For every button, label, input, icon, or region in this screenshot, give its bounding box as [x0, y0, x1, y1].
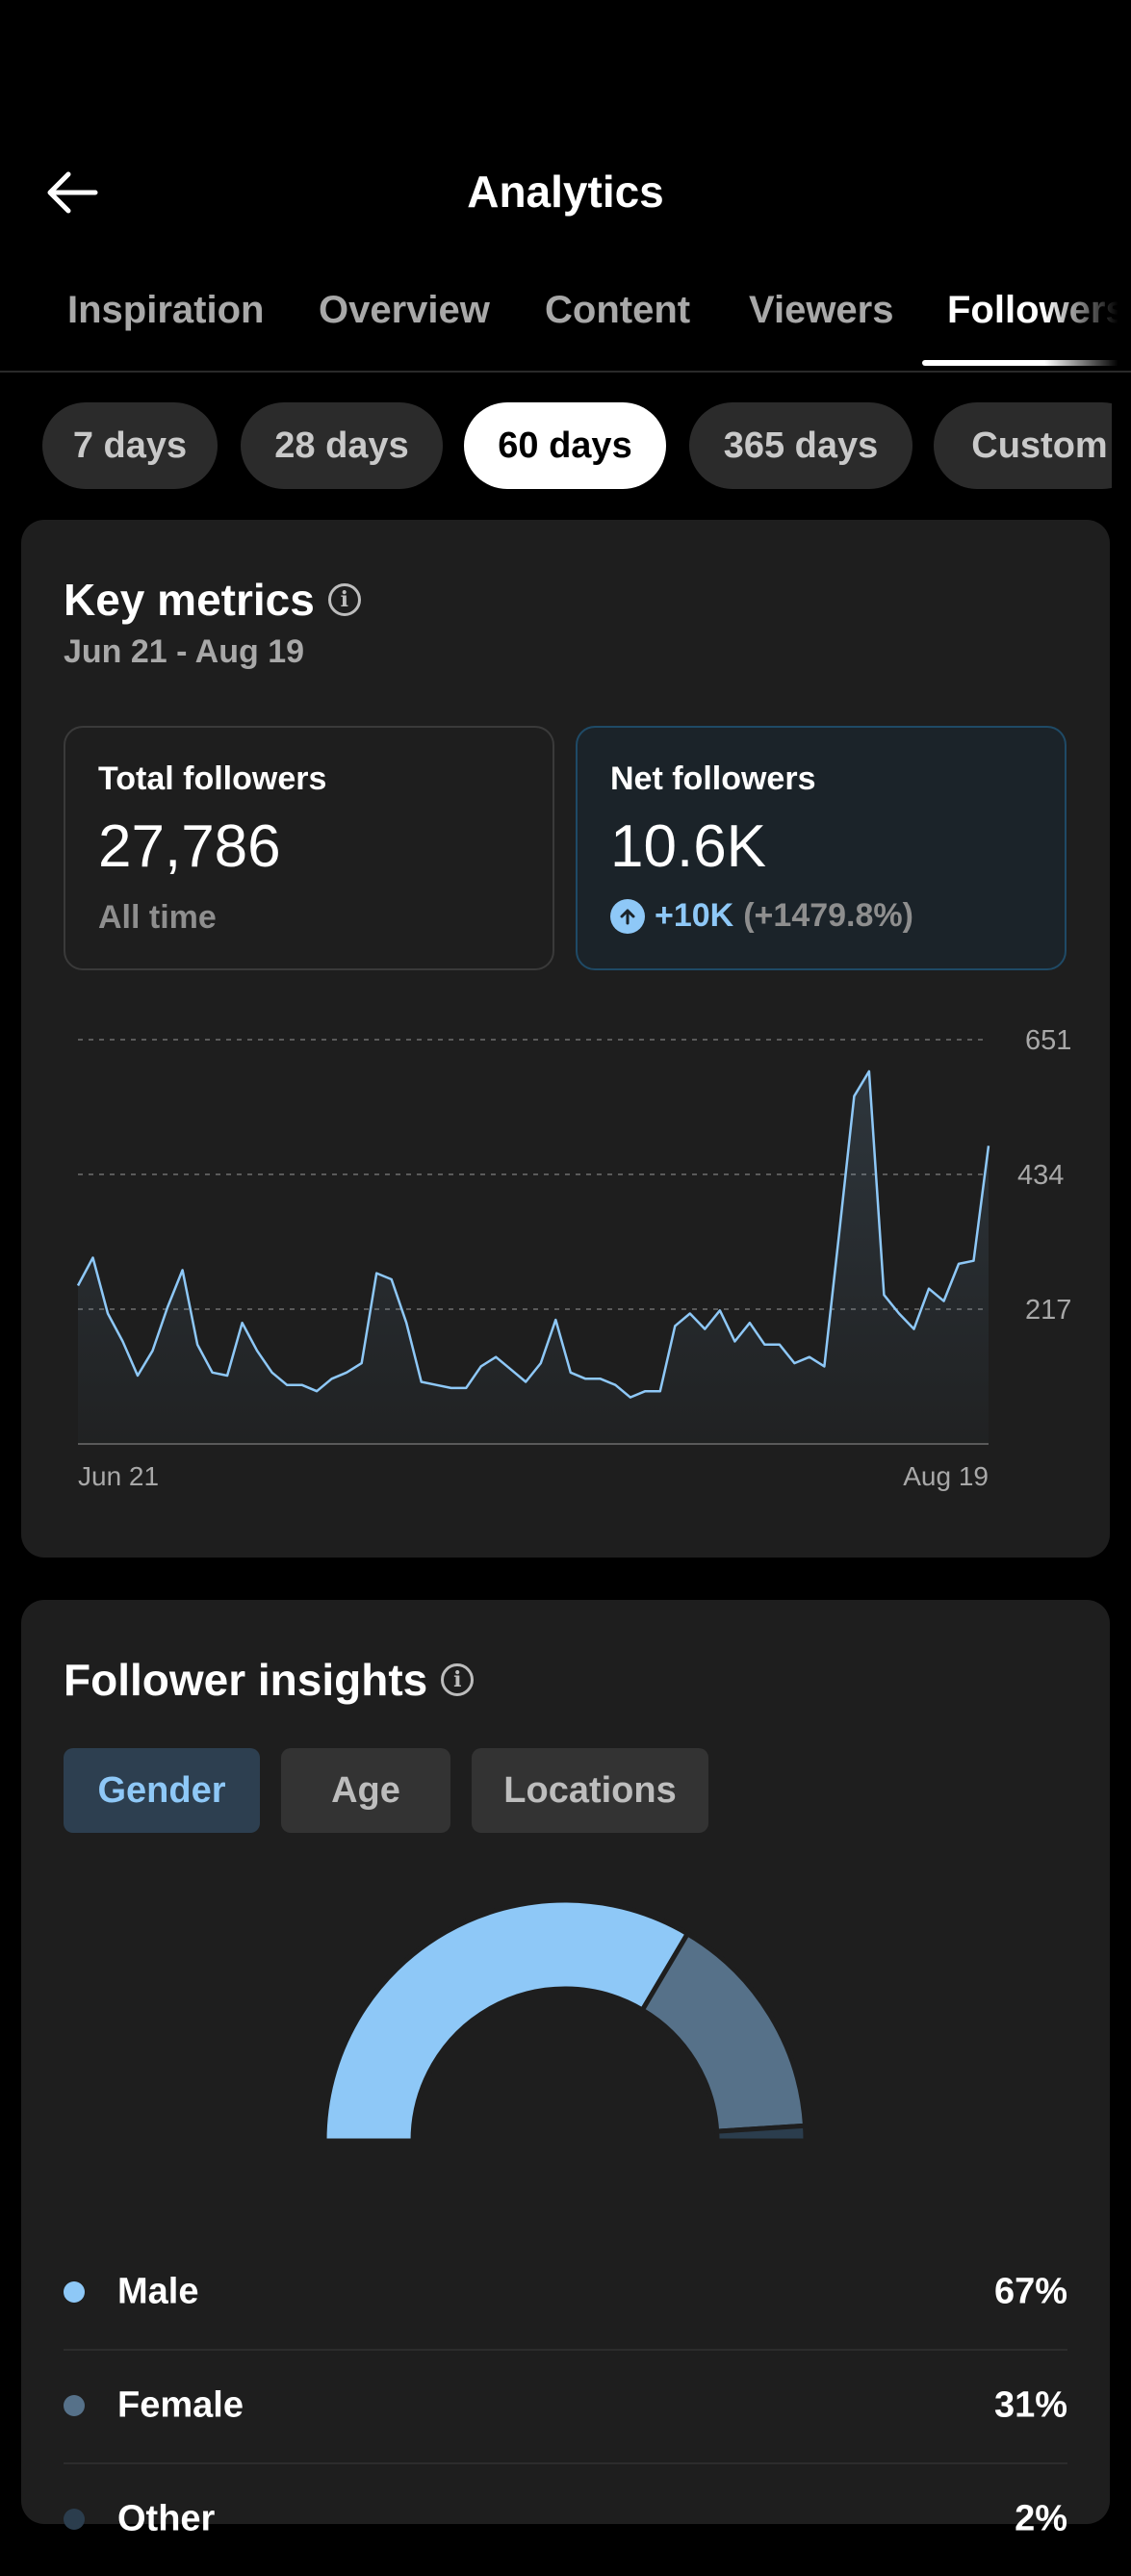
- y-tick-label-434: 434: [1017, 1160, 1064, 1191]
- back-button[interactable]: [39, 159, 106, 226]
- gender-donut-chart[interactable]: [310, 1889, 820, 2158]
- legend-dot-female: [64, 2395, 85, 2416]
- legend-row-male[interactable]: Male 67%: [64, 2235, 1067, 2351]
- arrow-up-circle-icon: [610, 898, 645, 934]
- net-followers-delta-percent: (+1479.8%): [743, 897, 913, 934]
- chart-area-fill: [78, 1070, 989, 1444]
- follower-insights-title: Follower insights i: [64, 1654, 475, 1706]
- analytics-tabs: Inspiration Overview Content Viewers Fol…: [0, 279, 1131, 373]
- tab-viewers[interactable]: Viewers: [749, 289, 894, 331]
- chip-28-days[interactable]: 28 days: [241, 402, 443, 489]
- key-metrics-heading: Key metrics: [64, 575, 315, 625]
- legend-dot-male: [64, 2281, 85, 2303]
- x-end-label: Aug 19: [903, 1461, 989, 1491]
- chip-365-days[interactable]: 365 days: [689, 402, 913, 489]
- net-followers-card[interactable]: Net followers 10.6K +10K (+1479.8%): [576, 726, 1067, 970]
- legend-label-male: Male: [117, 2271, 199, 2312]
- follower-insights-card: Follower insights i Gender Age Locations…: [21, 1600, 1110, 2539]
- donut-segment-other[interactable]: [714, 2123, 809, 2144]
- y-tick-label-217: 217: [1025, 1295, 1071, 1326]
- donut-segment-male[interactable]: [321, 1897, 691, 2144]
- legend-value-other: 2%: [1015, 2498, 1067, 2539]
- net-followers-delta-value: +10K: [655, 897, 734, 934]
- legend-value-male: 67%: [993, 2271, 1067, 2312]
- total-followers-card[interactable]: Total followers 27,786 All time: [64, 726, 554, 970]
- legend-dot-other: [64, 2509, 85, 2530]
- active-tab-indicator: [922, 360, 1131, 366]
- date-range-label: Jun 21 - Aug 19: [64, 633, 305, 670]
- x-start-label: Jun 21: [78, 1461, 159, 1491]
- page-title: Analytics: [467, 167, 664, 217]
- net-followers-value: 10.6K: [610, 813, 767, 880]
- chip-7-days[interactable]: 7 days: [42, 402, 218, 489]
- tab-locations[interactable]: Locations: [472, 1748, 708, 1833]
- followers-chart[interactable]: 217 434 651 Jun 21 Aug 19: [21, 1001, 1110, 1550]
- tab-overview[interactable]: Overview: [319, 289, 490, 331]
- date-range-chips: 7 days 28 days 60 days 365 days Custom: [0, 402, 1112, 489]
- total-followers-value: 27,786: [98, 813, 281, 880]
- legend-row-other[interactable]: Other 2%: [64, 2462, 1067, 2576]
- tab-age[interactable]: Age: [281, 1748, 450, 1833]
- y-tick-label-651: 651: [1025, 1025, 1071, 1056]
- legend-value-female: 31%: [993, 2384, 1067, 2426]
- legend-label-female: Female: [117, 2384, 244, 2426]
- total-followers-sub: All time: [98, 899, 217, 936]
- tab-inspiration[interactable]: Inspiration: [67, 289, 265, 331]
- tab-content[interactable]: Content: [545, 289, 691, 331]
- header: Analytics: [0, 0, 1131, 250]
- info-icon[interactable]: i: [327, 583, 361, 616]
- follower-insights-heading: Follower insights: [64, 1655, 428, 1705]
- legend-row-female[interactable]: Female 31%: [64, 2349, 1067, 2464]
- arrow-left-icon: [47, 171, 98, 214]
- total-followers-label: Total followers: [98, 760, 327, 797]
- key-metrics-title: Key metrics i: [64, 574, 361, 626]
- net-followers-label: Net followers: [610, 760, 816, 797]
- chip-60-days[interactable]: 60 days: [464, 402, 666, 489]
- tab-gender[interactable]: Gender: [64, 1748, 260, 1833]
- tabs-scroll-fade: [1044, 279, 1131, 371]
- chip-custom[interactable]: Custom: [934, 402, 1112, 489]
- legend-label-other: Other: [117, 2498, 216, 2539]
- chart-line: [76, 1069, 990, 1399]
- info-icon[interactable]: i: [441, 1663, 475, 1696]
- net-followers-delta: +10K (+1479.8%): [610, 897, 913, 935]
- key-metrics-card: Key metrics i Jun 21 - Aug 19 Total foll…: [21, 520, 1110, 1558]
- insights-tabs: Gender Age Locations: [64, 1748, 1074, 1833]
